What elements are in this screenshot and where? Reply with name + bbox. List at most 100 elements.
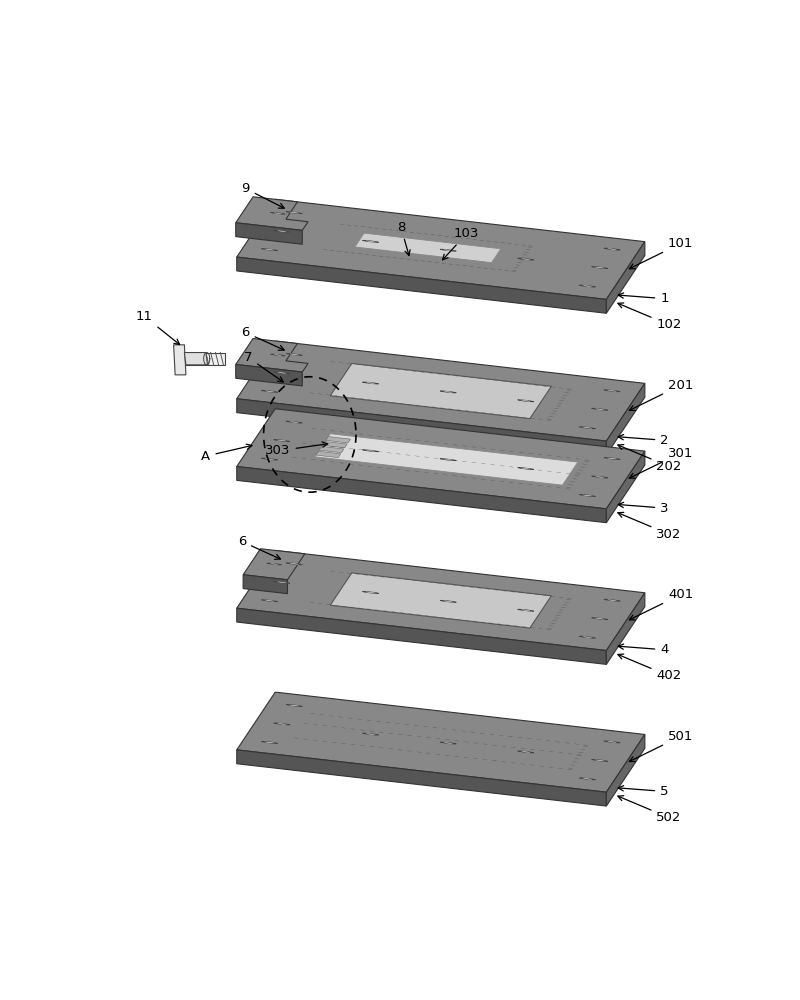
Polygon shape	[265, 600, 274, 601]
Polygon shape	[583, 637, 592, 638]
Polygon shape	[579, 494, 595, 497]
Polygon shape	[444, 391, 453, 392]
Polygon shape	[579, 427, 595, 429]
Polygon shape	[286, 212, 302, 214]
Text: 4: 4	[618, 643, 669, 656]
Text: 6: 6	[242, 326, 284, 350]
Polygon shape	[591, 267, 608, 269]
Polygon shape	[604, 248, 620, 250]
Polygon shape	[604, 390, 620, 392]
Text: 501: 501	[630, 730, 694, 762]
Text: 102: 102	[618, 303, 682, 331]
Polygon shape	[362, 240, 378, 242]
Polygon shape	[237, 399, 606, 455]
Polygon shape	[606, 383, 645, 455]
Polygon shape	[286, 563, 302, 565]
Polygon shape	[322, 441, 347, 448]
Text: 402: 402	[618, 654, 682, 682]
Polygon shape	[607, 249, 617, 250]
Polygon shape	[440, 391, 456, 393]
Polygon shape	[522, 400, 530, 401]
Polygon shape	[184, 353, 207, 365]
Polygon shape	[440, 459, 456, 461]
Text: 2: 2	[618, 434, 669, 447]
Polygon shape	[236, 364, 302, 386]
Polygon shape	[362, 733, 378, 735]
Polygon shape	[262, 458, 278, 460]
Polygon shape	[607, 458, 617, 459]
Polygon shape	[278, 440, 286, 441]
Polygon shape	[174, 345, 186, 375]
Polygon shape	[315, 434, 578, 485]
Polygon shape	[595, 267, 604, 268]
Polygon shape	[278, 582, 286, 583]
Polygon shape	[362, 382, 378, 384]
Polygon shape	[243, 549, 305, 580]
Text: 502: 502	[618, 796, 682, 824]
Polygon shape	[316, 451, 341, 458]
Polygon shape	[362, 450, 378, 452]
Polygon shape	[290, 422, 298, 423]
Text: 3: 3	[618, 502, 669, 515]
Polygon shape	[604, 599, 620, 601]
Polygon shape	[366, 450, 375, 451]
Polygon shape	[591, 618, 608, 620]
Polygon shape	[583, 285, 592, 287]
Polygon shape	[290, 563, 298, 564]
Text: 302: 302	[618, 512, 682, 541]
Polygon shape	[522, 751, 530, 752]
Polygon shape	[265, 742, 274, 743]
Polygon shape	[274, 354, 282, 355]
Polygon shape	[274, 581, 290, 583]
Polygon shape	[237, 692, 645, 792]
Polygon shape	[591, 476, 608, 478]
Polygon shape	[278, 372, 286, 373]
Polygon shape	[286, 421, 302, 423]
Polygon shape	[265, 459, 274, 460]
Polygon shape	[579, 285, 595, 287]
Polygon shape	[583, 495, 592, 496]
Polygon shape	[326, 437, 350, 443]
Polygon shape	[330, 363, 551, 419]
Text: 6: 6	[238, 535, 281, 559]
Polygon shape	[330, 573, 551, 628]
Text: 401: 401	[630, 588, 693, 620]
Polygon shape	[290, 354, 298, 355]
Polygon shape	[237, 550, 645, 651]
Polygon shape	[237, 199, 645, 299]
Polygon shape	[237, 466, 606, 523]
Polygon shape	[607, 600, 617, 601]
Polygon shape	[607, 741, 617, 742]
Polygon shape	[579, 636, 595, 638]
Polygon shape	[236, 338, 308, 372]
Polygon shape	[355, 233, 501, 263]
Polygon shape	[274, 230, 290, 232]
Polygon shape	[278, 723, 286, 725]
Polygon shape	[237, 750, 606, 806]
Polygon shape	[522, 610, 530, 611]
Polygon shape	[583, 427, 592, 428]
Text: A: A	[202, 444, 252, 463]
Polygon shape	[444, 742, 453, 744]
Polygon shape	[607, 390, 617, 391]
Polygon shape	[236, 197, 308, 230]
Polygon shape	[440, 742, 456, 744]
Polygon shape	[591, 408, 608, 410]
Polygon shape	[274, 723, 290, 725]
Polygon shape	[579, 778, 595, 780]
Text: 101: 101	[630, 237, 694, 269]
Text: 201: 201	[630, 379, 694, 410]
Text: 8: 8	[397, 221, 410, 256]
Polygon shape	[518, 468, 534, 470]
Polygon shape	[236, 223, 302, 244]
Polygon shape	[604, 741, 620, 743]
Polygon shape	[270, 563, 278, 564]
Polygon shape	[237, 608, 606, 664]
Polygon shape	[444, 459, 453, 460]
Polygon shape	[444, 601, 453, 602]
Polygon shape	[606, 593, 645, 664]
Text: 1: 1	[618, 292, 669, 305]
Polygon shape	[518, 751, 534, 753]
Polygon shape	[366, 592, 375, 593]
Polygon shape	[319, 446, 344, 453]
